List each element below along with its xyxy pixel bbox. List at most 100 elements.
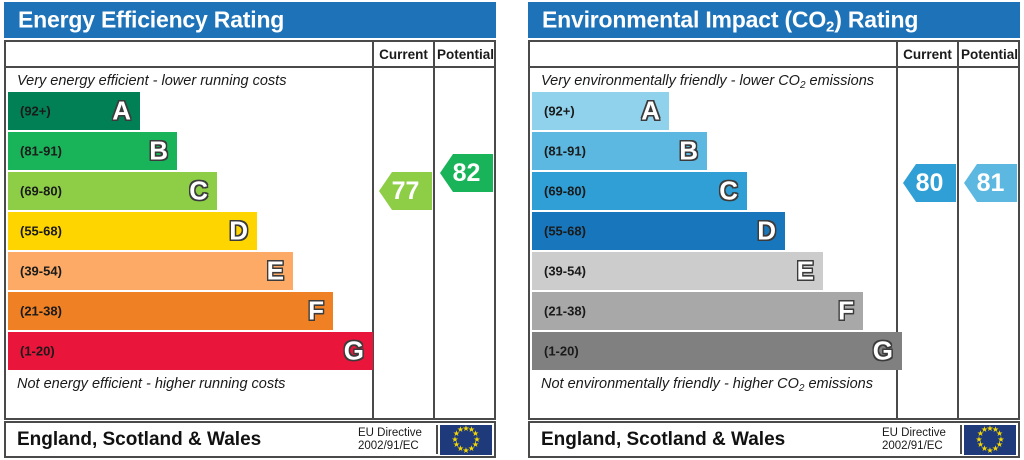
- energy-band-b-range: (81-91): [20, 143, 62, 159]
- energy-footer-directive: EU Directive 2002/91/EC: [358, 427, 422, 453]
- energy-potential-rating-value: 82: [452, 158, 481, 187]
- environmental-impact-rating-panel: Environmental Impact (CO2) Rating Curren…: [528, 0, 1024, 460]
- energy-column-divider-2: [433, 42, 435, 418]
- co2-chart-frame: Current Potential Very environmentally f…: [528, 40, 1020, 420]
- energy-current-rating-badge: 77: [379, 172, 432, 210]
- co2-band-g-letter: G: [872, 335, 893, 366]
- co2-band-g-range: (1-20): [544, 343, 579, 359]
- energy-band-g-range: (1-20): [20, 343, 55, 359]
- energy-footer-flag-cell: ★ ★ ★ ★ ★ ★ ★ ★ ★ ★ ★ ★: [436, 424, 494, 455]
- co2-column-header-potential: Potential: [960, 47, 1018, 62]
- co2-footer-flag-cell: ★ ★ ★ ★ ★ ★ ★ ★ ★ ★ ★ ★: [960, 424, 1018, 455]
- energy-band-a-range: (92+): [20, 103, 51, 119]
- co2-panel-title-post: ) Rating: [834, 6, 919, 33]
- co2-band-c: (69-80) C: [532, 172, 747, 210]
- energy-band-g-letter: G: [343, 335, 364, 366]
- co2-footer-directive: EU Directive 2002/91/EC: [882, 427, 946, 453]
- energy-band-f: (21-38) F: [8, 292, 333, 330]
- co2-band-bars: (92+) A (81-91) B (69-80) C (55-68) D (3…: [532, 92, 902, 374]
- co2-band-e-letter: E: [796, 255, 814, 286]
- energy-caption-bottom-text: Not energy efficient - higher running co…: [17, 376, 286, 392]
- energy-band-f-range: (21-38): [20, 303, 62, 319]
- energy-efficiency-rating-panel: Energy Efficiency Rating Current Potenti…: [4, 0, 500, 460]
- energy-footer-directive-line1: EU Directive: [358, 426, 422, 439]
- co2-panel-header: Environmental Impact (CO2) Rating: [528, 2, 1020, 38]
- co2-potential-rating-value: 81: [976, 168, 1005, 197]
- energy-column-divider-1: [372, 42, 374, 418]
- co2-current-rating-value: 80: [915, 168, 944, 197]
- co2-band-a: (92+) A: [532, 92, 669, 130]
- co2-caption-bottom: Not environmentally friendly - higher CO…: [541, 376, 873, 394]
- co2-footer-directive-line1: EU Directive: [882, 426, 946, 439]
- energy-band-a: (92+) A: [8, 92, 140, 130]
- energy-band-g: (1-20) G: [8, 332, 373, 370]
- co2-footer-directive-line2: 2002/91/EC: [882, 439, 943, 452]
- energy-band-e: (39-54) E: [8, 252, 293, 290]
- energy-band-d: (55-68) D: [8, 212, 257, 250]
- energy-band-c-range: (69-80): [20, 183, 62, 199]
- co2-band-d: (55-68) D: [532, 212, 785, 250]
- energy-caption-bottom: Not energy efficient - higher running co…: [17, 376, 285, 392]
- energy-band-f-letter: F: [308, 295, 324, 326]
- co2-band-c-range: (69-80): [544, 183, 586, 199]
- energy-column-header-potential: Potential: [436, 47, 494, 62]
- co2-band-b: (81-91) B: [532, 132, 707, 170]
- co2-band-g: (1-20) G: [532, 332, 902, 370]
- energy-band-b: (81-91) B: [8, 132, 177, 170]
- energy-current-rating-value: 77: [391, 176, 420, 205]
- co2-band-d-range: (55-68): [544, 223, 586, 239]
- co2-panel-title-pre: Environmental Impact (CO: [542, 6, 827, 33]
- energy-potential-rating-badge: 82: [440, 154, 493, 192]
- energy-caption-top: Very energy efficient - lower running co…: [17, 73, 286, 89]
- co2-band-f-range: (21-38): [544, 303, 586, 319]
- energy-band-b-letter: B: [149, 135, 168, 166]
- energy-caption-top-text: Very energy efficient - lower running co…: [17, 73, 287, 89]
- energy-footer: England, Scotland & Wales EU Directive 2…: [4, 421, 496, 458]
- energy-band-e-letter: E: [266, 255, 284, 286]
- eu-flag-icon: ★ ★ ★ ★ ★ ★ ★ ★ ★ ★ ★ ★: [440, 424, 492, 455]
- co2-caption-bottom-pre: Not environmentally friendly - higher CO: [541, 376, 799, 392]
- energy-footer-region: England, Scotland & Wales: [17, 428, 262, 450]
- co2-current-rating-badge: 80: [903, 164, 956, 202]
- co2-band-d-letter: D: [757, 215, 776, 246]
- energy-band-e-range: (39-54): [20, 263, 62, 279]
- co2-footer-region: England, Scotland & Wales: [541, 428, 786, 450]
- energy-column-header-row: [6, 42, 494, 68]
- co2-caption-top-subscript: 2: [799, 80, 806, 91]
- co2-caption-top: Very environmentally friendly - lower CO…: [541, 73, 875, 91]
- co2-caption-top-pre: Very environmentally friendly - lower CO: [541, 73, 800, 89]
- co2-band-f-letter: F: [838, 295, 854, 326]
- co2-footer: England, Scotland & Wales EU Directive 2…: [528, 421, 1020, 458]
- energy-panel-title: Energy Efficiency Rating: [18, 7, 284, 34]
- co2-panel-title: Environmental Impact (CO2) Rating: [542, 6, 919, 36]
- energy-panel-title-text: Energy Efficiency Rating: [18, 6, 285, 33]
- energy-band-a-letter: A: [112, 95, 131, 126]
- energy-chart-frame: Current Potential Very energy efficient …: [4, 40, 496, 420]
- energy-band-c: (69-80) C: [8, 172, 217, 210]
- co2-caption-bottom-subscript: 2: [798, 383, 805, 394]
- energy-footer-directive-line2: 2002/91/EC: [358, 439, 419, 452]
- co2-column-divider-2: [957, 42, 959, 418]
- co2-column-divider-1: [896, 42, 898, 418]
- co2-band-b-range: (81-91): [544, 143, 586, 159]
- co2-band-a-range: (92+): [544, 103, 575, 119]
- energy-band-d-letter: D: [229, 215, 248, 246]
- eu-flag-icon: ★ ★ ★ ★ ★ ★ ★ ★ ★ ★ ★ ★: [964, 424, 1016, 455]
- co2-caption-top-post: emissions: [805, 73, 875, 89]
- energy-band-d-range: (55-68): [20, 223, 62, 239]
- co2-column-header-current: Current: [903, 47, 952, 62]
- co2-column-header-row: [530, 42, 1018, 68]
- co2-band-e-range: (39-54): [544, 263, 586, 279]
- co2-band-a-letter: A: [641, 95, 660, 126]
- energy-panel-header: Energy Efficiency Rating: [4, 2, 496, 38]
- co2-band-c-letter: C: [719, 175, 738, 206]
- co2-potential-rating-badge: 81: [964, 164, 1017, 202]
- co2-panel-title-subscript: 2: [826, 18, 835, 36]
- co2-caption-bottom-post: emissions: [804, 376, 873, 392]
- energy-band-c-letter: C: [189, 175, 208, 206]
- co2-band-b-letter: B: [679, 135, 698, 166]
- co2-band-e: (39-54) E: [532, 252, 823, 290]
- co2-band-f: (21-38) F: [532, 292, 863, 330]
- energy-column-header-current: Current: [379, 47, 428, 62]
